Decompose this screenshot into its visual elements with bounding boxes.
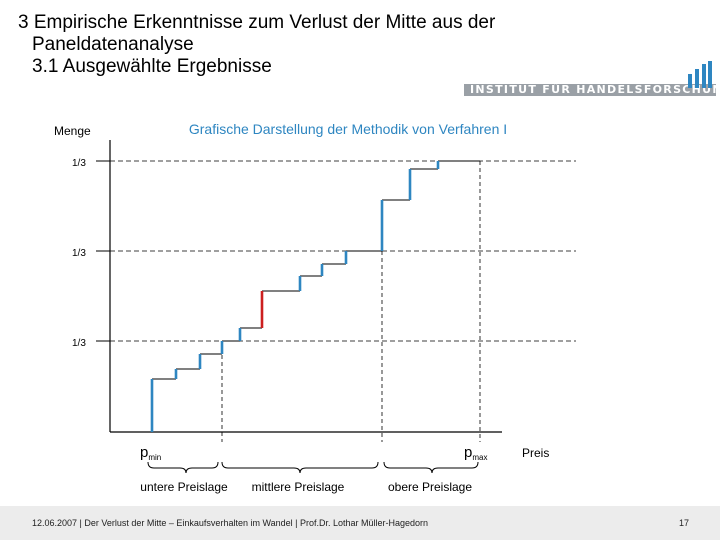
institute-brand-bar: INSTITUT FÜR HANDELSFORSCHUNG (464, 83, 720, 98)
slide-title: 3 Empirische Erkenntnisse zum Verlust de… (18, 12, 495, 78)
p-max-label: pmax (464, 444, 487, 462)
diagram-title: Grafische Darstellung der Methodik von V… (189, 121, 507, 137)
p-min-label: pmin (140, 444, 161, 462)
y-tick-label: 1/3 (72, 248, 86, 259)
x-axis-label: Preis (522, 446, 549, 460)
title-line-1: 3 Empirische Erkenntnisse zum Verlust de… (18, 12, 496, 33)
subtitle: 3.1 Ausgewählte Ergebnisse (32, 56, 272, 77)
segment-label-middle: mittlere Preislage (252, 480, 345, 494)
segment-braces (147, 461, 479, 474)
brace-lower (147, 461, 219, 474)
page-number: 17 (679, 518, 690, 528)
staircase-risers (150, 161, 440, 432)
institute-name: INSTITUT FÜR HANDELSFORSCHUNG (470, 83, 720, 96)
p-max-subscript: max (472, 453, 487, 462)
footer-bar (0, 506, 720, 540)
p-min-subscript: min (148, 453, 161, 462)
brand-bar-background (464, 84, 716, 96)
y-axis-label: Menge (54, 124, 91, 138)
p-min-base: p (140, 444, 148, 461)
bar-chart-logo-icon (688, 61, 712, 88)
title-line-2: Paneldatenanalyse (32, 34, 194, 55)
staircase-treads (152, 160, 480, 380)
segment-label-lower: untere Preislage (140, 480, 228, 494)
brace-middle (221, 461, 379, 474)
p-max-base: p (464, 444, 472, 461)
y-tick-label: 1/3 (72, 158, 86, 169)
brace-upper (383, 461, 479, 474)
method-diagram: Grafische Darstellung der Methodik von V… (54, 121, 576, 494)
segment-label-upper: obere Preislage (388, 480, 472, 494)
footer-text: 12.06.2007 | Der Verlust der Mitte – Ein… (32, 518, 429, 528)
y-tick-label: 1/3 (72, 338, 86, 349)
